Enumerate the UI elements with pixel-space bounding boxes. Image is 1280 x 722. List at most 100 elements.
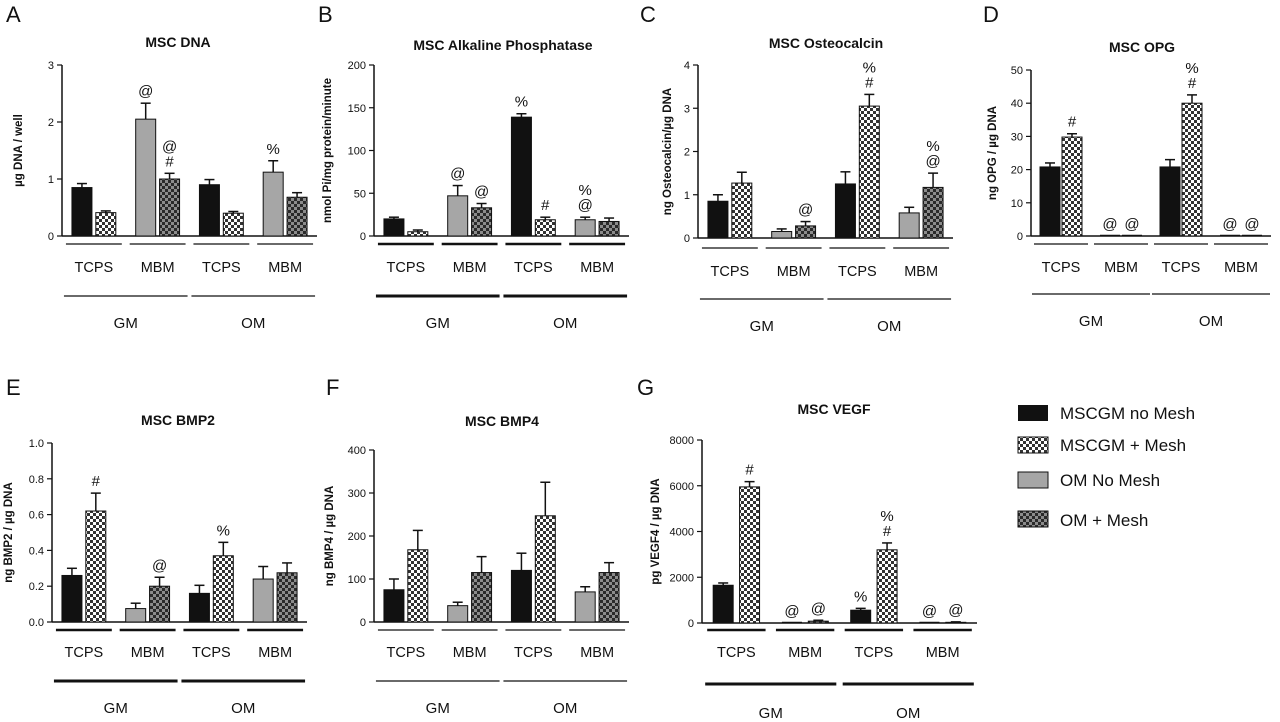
legend-label-om-no-mesh: OM No Mesh [1060, 471, 1160, 490]
bar-f-1 [407, 549, 429, 623]
group-label-a-0: TCPS [75, 260, 114, 276]
y-tick-label-a-3: 3 [48, 60, 54, 72]
bar-c-1 [731, 182, 753, 239]
y-tick-label-e-3: 0.6 [29, 510, 44, 522]
bar-b-0 [383, 218, 405, 237]
annotation-e-5-0: % [217, 522, 230, 539]
bar-f-0 [383, 589, 405, 623]
error-bar-a-2 [140, 102, 151, 120]
group-label-c-0: TCPS [711, 264, 750, 280]
bar-a-5 [222, 212, 244, 237]
bar-b-3 [471, 207, 493, 237]
error-bar-e-0 [66, 567, 77, 576]
y-tick-label-d-0: 0 [1017, 231, 1023, 243]
bar-a-4 [198, 184, 220, 237]
y-tick-label-d-4: 40 [1011, 98, 1023, 110]
y-tick-label-e-4: 0.8 [29, 474, 44, 486]
panel-letter-e: E [6, 375, 21, 400]
annotation-g-1-0: # [745, 462, 754, 479]
y-tick-label-d-5: 50 [1011, 65, 1023, 77]
y-tick-label-g-4: 8000 [670, 435, 694, 447]
error-bar-b-7 [604, 217, 615, 222]
bar-f-5 [534, 515, 556, 623]
error-bar-g-5 [882, 542, 893, 550]
legend-label-mscgm-mesh: MSCGM + Mesh [1060, 436, 1186, 455]
y-axis-label-g: pg VEGF4 / µg DNA [650, 478, 662, 584]
y-axis-label-c: ng Osteocalcin/µg DNA [662, 88, 674, 215]
group-label-d-3: MBM [1224, 260, 1258, 276]
annotation-g-2-0: @ [784, 603, 799, 620]
error-bar-c-2 [776, 228, 787, 232]
y-axis-label-b: nmol Pi/mg protein/minute [322, 78, 334, 223]
y-tick-label-c-1: 1 [684, 190, 690, 202]
error-bar-e-3 [154, 576, 165, 587]
annotation-d-5-0: % [1185, 60, 1198, 77]
annotation-a-2-0: @ [138, 83, 153, 100]
y-axis-label-d: ng OPG / µg DNA [987, 106, 999, 200]
panel-title-e: MSC BMP2 [141, 412, 215, 428]
error-bar-c-3 [800, 220, 811, 226]
bar-g-4 [850, 609, 872, 624]
error-bar-a-3 [164, 172, 175, 179]
error-bar-b-1 [412, 229, 423, 232]
panel-letter-b: B [318, 2, 333, 27]
bar-a-6 [262, 171, 284, 237]
group-label-g-3: MBM [926, 645, 960, 661]
y-tick-label-c-2: 2 [684, 147, 690, 159]
legend-label-om-mesh: OM + Mesh [1060, 511, 1148, 530]
panel-c: C MSC Osteocalcin ng Osteocalcin/µg DNA 0 1 2… [640, 2, 953, 335]
media-label-g-0: GM [759, 705, 783, 722]
y-tick-label-g-3: 6000 [670, 481, 694, 493]
annotation-b-3-0: @ [474, 184, 489, 201]
error-bar-a-7 [292, 191, 303, 198]
media-label-e-0: GM [104, 700, 128, 717]
bar-g-0 [712, 584, 734, 624]
annotation-b-4-0: % [515, 94, 528, 111]
group-label-e-2: TCPS [192, 645, 231, 661]
error-bar-f-6 [580, 585, 591, 592]
media-label-d-1: OM [1199, 313, 1223, 330]
group-label-g-0: TCPS [717, 645, 756, 661]
error-bar-g-3 [813, 619, 824, 622]
panel-letter-g: G [637, 375, 654, 400]
annotation-c-3-0: @ [798, 202, 813, 219]
bar-f-4 [510, 569, 532, 623]
annotation-d-6-0: @ [1222, 216, 1237, 233]
y-axis-label-f: ng BMP4 / µg DNA [324, 486, 336, 587]
panel-g: G MSC VEGF pg VEGF4 / µg DNA 0 2000 4000 6000 8… [637, 375, 977, 722]
annotation-g-7-0: @ [948, 602, 963, 619]
bar-a-7 [286, 196, 308, 237]
bar-e-3 [149, 585, 171, 623]
media-label-f-1: OM [553, 700, 577, 717]
annotation-d-5-1: # [1188, 75, 1197, 92]
error-bar-e-7 [282, 562, 293, 573]
error-bar-b-5 [540, 216, 551, 220]
error-bar-f-3 [476, 555, 487, 573]
error-bar-f-7 [604, 561, 615, 573]
y-tick-label-a-0: 0 [48, 231, 54, 243]
legend: MSCGM no Mesh MSCGM + Mesh OM No Mesh OM… [1017, 404, 1195, 530]
annotation-g-6-0: @ [922, 603, 937, 620]
error-bar-c-5 [864, 93, 875, 107]
media-label-c-0: GM [750, 318, 774, 335]
media-label-g-1: OM [896, 705, 920, 722]
bar-a-0 [71, 187, 93, 237]
y-axis-label-a: µg DNA / well [13, 114, 25, 187]
panel-letter-f: F [326, 375, 339, 400]
panel-title-a: MSC DNA [145, 34, 210, 50]
group-label-c-2: TCPS [838, 264, 877, 280]
error-bar-d-4 [1165, 158, 1175, 167]
media-label-b-0: GM [426, 315, 450, 332]
y-tick-label-b-0: 0 [360, 231, 366, 243]
error-bar-b-6 [580, 216, 591, 220]
error-bar-f-0 [388, 578, 399, 590]
y-tick-label-c-4: 4 [684, 60, 690, 72]
media-label-f-0: GM [426, 700, 450, 717]
annotation-e-3-0: @ [152, 557, 167, 574]
media-label-e-1: OM [231, 700, 255, 717]
bar-b-1 [407, 231, 429, 237]
y-tick-label-g-2: 4000 [670, 527, 694, 539]
y-tick-label-c-0: 0 [684, 233, 690, 245]
group-label-d-1: MBM [1104, 260, 1138, 276]
